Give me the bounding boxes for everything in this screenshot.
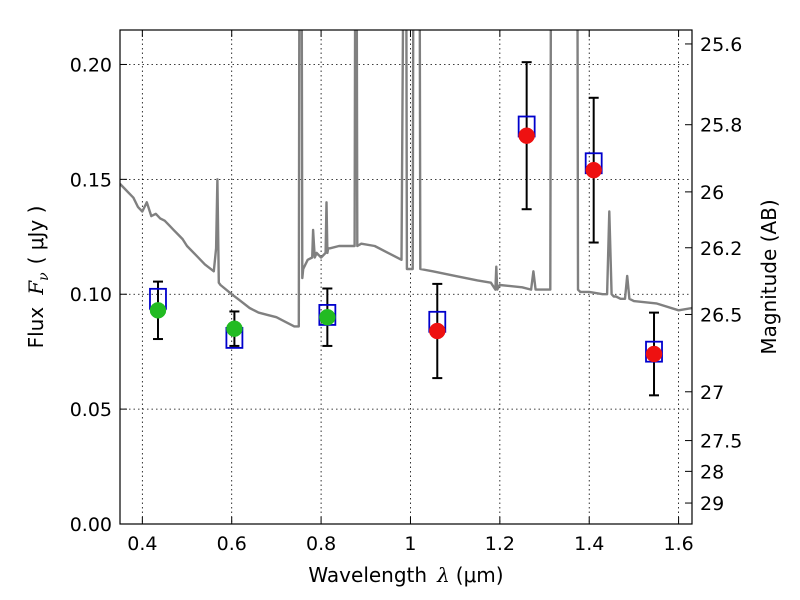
y-tick-label: 0.15 [70,169,112,191]
observed-points-layer [149,127,663,363]
observed-point [149,302,167,319]
observed-point [319,308,336,326]
observed-point [226,320,243,337]
y-tick-label: 0.20 [70,54,112,76]
x-tick-label: 1 [404,533,416,555]
y2-tick-label: 26.2 [700,238,742,260]
x-tick-label: 0.8 [306,533,336,555]
x-axis-label: Wavelength λ (μm) [308,563,503,587]
observed-point [645,345,663,363]
model-spectrum-line [120,30,692,328]
x-tick-label: 1.4 [574,533,604,555]
observed-point [518,127,535,144]
observed-point [429,322,446,340]
y-axis-label: FluxFν( μJy ) [24,206,52,349]
x-tick-label: 1.2 [485,533,515,555]
y-tick-label: 0.00 [70,514,112,536]
x-tick-label: 0.4 [127,533,157,555]
y2-tick-label: 25.8 [700,115,742,137]
y2-tick-label: 26 [700,182,724,204]
x-tick-label: 0.6 [217,533,247,555]
model-spectrum-layer [120,30,692,328]
y-tick-label: 0.10 [70,284,112,306]
y2-tick-label: 27 [700,382,724,404]
axes: 0.4 0.6 0.8 1 1.2 1.4 1.6 0.00 0.05 0.10 0.15 0.20 2… [70,30,742,555]
plot-frame [119,29,693,525]
y2-tick-label: 27.5 [700,431,742,453]
y2-tick-label: 26.5 [700,304,742,326]
y2-tick-label: 29 [700,493,724,515]
observed-point [585,161,602,179]
y2-axis-label: Magnitude (AB) [757,199,781,354]
y2-tick-label: 28 [700,461,724,483]
x-tick-label: 1.6 [663,533,693,555]
y2-tick-label: 25.6 [700,34,742,56]
y-tick-label: 0.05 [70,399,112,421]
